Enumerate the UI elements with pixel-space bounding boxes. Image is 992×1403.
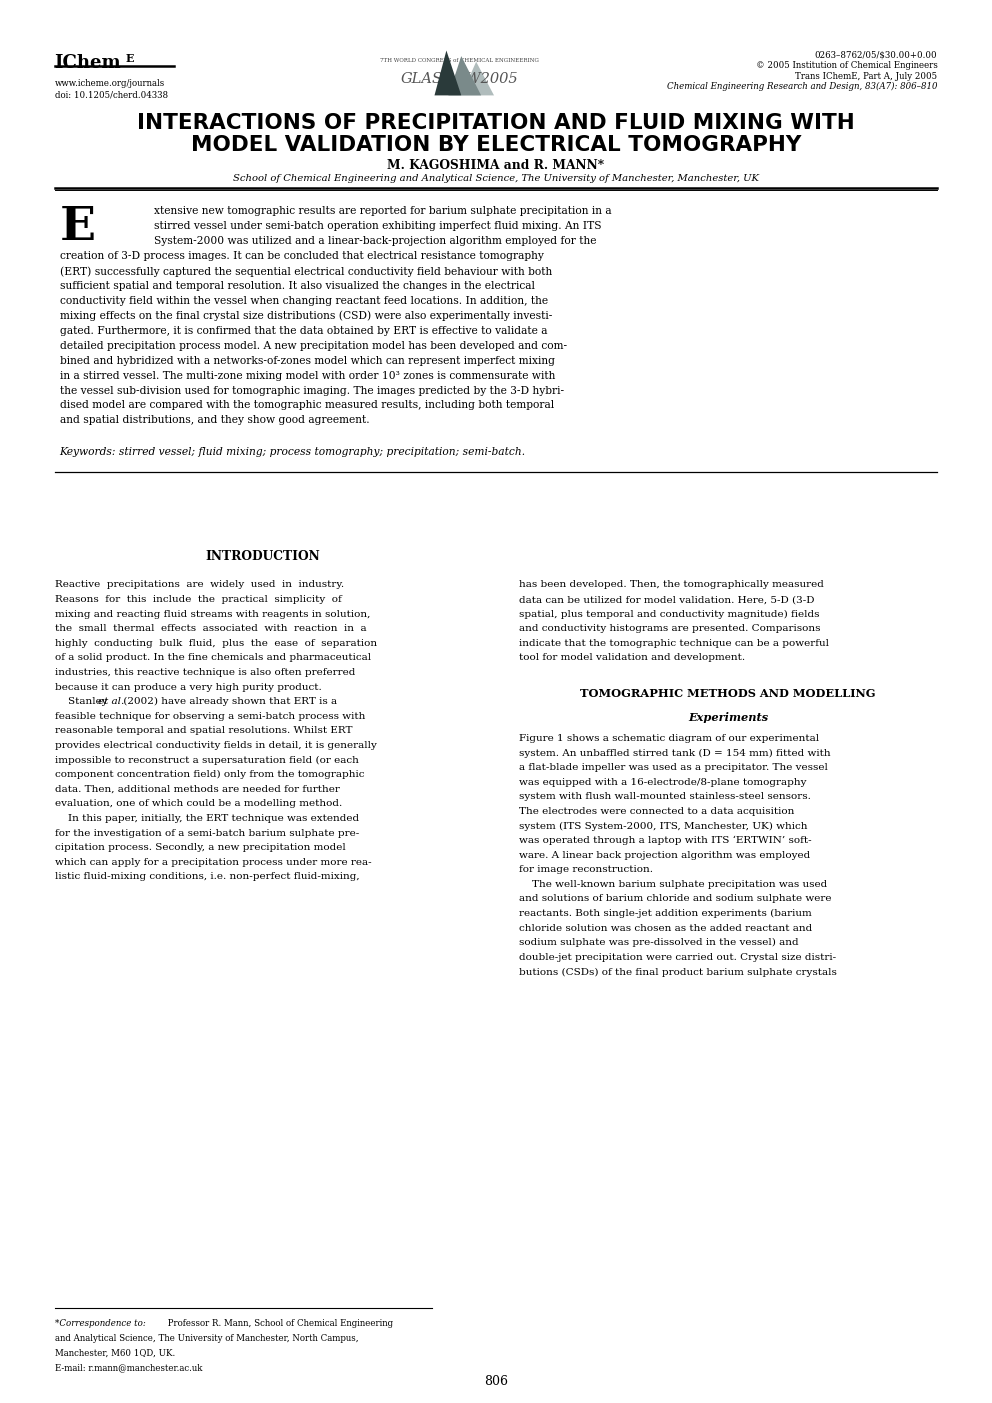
- Text: was operated through a laptop with ITS ‘ERTWIN’ soft-: was operated through a laptop with ITS ‘…: [519, 836, 811, 846]
- Text: spatial, plus temporal and conductivity magnitude) fields: spatial, plus temporal and conductivity …: [519, 610, 819, 619]
- Text: Keywords: stirred vessel; fluid mixing; process tomography; precipitation; semi-: Keywords: stirred vessel; fluid mixing; …: [60, 448, 526, 457]
- Text: (2002) have already shown that ERT is a: (2002) have already shown that ERT is a: [120, 697, 337, 706]
- Text: tool for model validation and development.: tool for model validation and developmen…: [519, 654, 745, 662]
- Text: the  small  thermal  effects  associated  with  reaction  in  a: the small thermal effects associated wit…: [55, 624, 366, 633]
- Text: Manchester, M60 1QD, UK.: Manchester, M60 1QD, UK.: [55, 1348, 175, 1357]
- Text: a flat-blade impeller was used as a precipitator. The vessel: a flat-blade impeller was used as a prec…: [519, 763, 827, 772]
- Text: evaluation, one of which could be a modelling method.: evaluation, one of which could be a mode…: [55, 800, 342, 808]
- Text: for the investigation of a semi-batch barium sulphate pre-: for the investigation of a semi-batch ba…: [55, 829, 359, 838]
- Text: GLASGOW2005: GLASGOW2005: [401, 72, 518, 86]
- Text: conductivity field within the vessel when changing reactant feed locations. In a: conductivity field within the vessel whe…: [60, 296, 548, 306]
- Text: has been developed. Then, the tomographically measured: has been developed. Then, the tomographi…: [519, 581, 823, 589]
- Text: *Correspondence to:: *Correspondence to:: [55, 1319, 145, 1327]
- Text: Professor R. Mann, School of Chemical Engineering: Professor R. Mann, School of Chemical En…: [165, 1319, 393, 1327]
- Text: stirred vessel under semi-batch operation exhibiting imperfect fluid mixing. An : stirred vessel under semi-batch operatio…: [154, 222, 601, 231]
- Polygon shape: [434, 51, 461, 95]
- Text: double-jet precipitation were carried out. Crystal size distri-: double-jet precipitation were carried ou…: [519, 953, 836, 962]
- Text: reactants. Both single-jet addition experiments (barium: reactants. Both single-jet addition expe…: [519, 909, 811, 918]
- Text: creation of 3-D process images. It can be concluded that electrical resistance t: creation of 3-D process images. It can b…: [60, 251, 544, 261]
- Text: 7TH WORLD CONGRESS of CHEMICAL ENGINEERING: 7TH WORLD CONGRESS of CHEMICAL ENGINEERI…: [380, 58, 539, 63]
- Text: in a stirred vessel. The multi-zone mixing model with order 10³ zones is commens: in a stirred vessel. The multi-zone mixi…: [60, 370, 555, 380]
- Text: data. Then, additional methods are needed for further: data. Then, additional methods are neede…: [55, 784, 339, 794]
- Text: data can be utilized for model validation. Here, 5-D (3-D: data can be utilized for model validatio…: [519, 595, 814, 605]
- Text: (ERT) successfully captured the sequential electrical conductivity field behavio: (ERT) successfully captured the sequenti…: [60, 267, 552, 276]
- Text: E-mail: r.mann@manchester.ac.uk: E-mail: r.mann@manchester.ac.uk: [55, 1364, 202, 1372]
- Text: because it can produce a very high purity product.: because it can produce a very high purit…: [55, 683, 321, 692]
- Text: system (ITS System-2000, ITS, Manchester, UK) which: system (ITS System-2000, ITS, Manchester…: [519, 822, 807, 831]
- Text: component concentration field) only from the tomographic: component concentration field) only from…: [55, 770, 364, 779]
- Text: for image reconstruction.: for image reconstruction.: [519, 866, 653, 874]
- Text: mixing effects on the final crystal size distributions (CSD) were also experimen: mixing effects on the final crystal size…: [60, 311, 552, 321]
- Text: of a solid product. In the fine chemicals and pharmaceutical: of a solid product. In the fine chemical…: [55, 654, 371, 662]
- Text: industries, this reactive technique is also often preferred: industries, this reactive technique is a…: [55, 668, 355, 678]
- Text: © 2005 Institution of Chemical Engineers: © 2005 Institution of Chemical Engineers: [756, 60, 937, 70]
- Text: Chemical Engineering Research and Design, 83(A7): 806–810: Chemical Engineering Research and Design…: [667, 81, 937, 91]
- Text: system with flush wall-mounted stainless-steel sensors.: system with flush wall-mounted stainless…: [519, 793, 810, 801]
- Polygon shape: [461, 62, 494, 95]
- Text: the vessel sub-division used for tomographic imaging. The images predicted by th: the vessel sub-division used for tomogra…: [60, 386, 563, 396]
- Text: highly  conducting  bulk  fluid,  plus  the  ease  of  separation: highly conducting bulk fluid, plus the e…: [55, 638, 377, 648]
- Text: et al.: et al.: [98, 697, 124, 706]
- Text: listic fluid-mixing conditions, i.e. non-perfect fluid-mixing,: listic fluid-mixing conditions, i.e. non…: [55, 873, 359, 881]
- Text: impossible to reconstruct a supersaturation field (or each: impossible to reconstruct a supersaturat…: [55, 756, 358, 765]
- Text: Stanley: Stanley: [55, 697, 110, 706]
- Text: doi: 10.1205/cherd.04338: doi: 10.1205/cherd.04338: [55, 90, 168, 100]
- Text: 806: 806: [484, 1375, 508, 1388]
- Text: sufficient spatial and temporal resolution. It also visualized the changes in th: sufficient spatial and temporal resoluti…: [60, 281, 535, 290]
- Text: reasonable temporal and spatial resolutions. Whilst ERT: reasonable temporal and spatial resoluti…: [55, 727, 352, 735]
- Text: System-2000 was utilized and a linear-back-projection algorithm employed for the: System-2000 was utilized and a linear-ba…: [154, 236, 596, 246]
- Text: INTRODUCTION: INTRODUCTION: [205, 550, 320, 563]
- Text: sodium sulphate was pre-dissolved in the vessel) and: sodium sulphate was pre-dissolved in the…: [519, 939, 799, 947]
- Text: cipitation process. Secondly, a new precipitation model: cipitation process. Secondly, a new prec…: [55, 843, 345, 852]
- Text: and Analytical Science, The University of Manchester, North Campus,: and Analytical Science, The University o…: [55, 1333, 358, 1343]
- Text: and solutions of barium chloride and sodium sulphate were: and solutions of barium chloride and sod…: [519, 895, 831, 904]
- Text: E: E: [126, 52, 135, 63]
- Text: chloride solution was chosen as the added reactant and: chloride solution was chosen as the adde…: [519, 923, 812, 933]
- Text: dised model are compared with the tomographic measured results, including both t: dised model are compared with the tomogr…: [60, 400, 554, 411]
- Text: provides electrical conductivity fields in detail, it is generally: provides electrical conductivity fields …: [55, 741, 376, 751]
- Text: The electrodes were connected to a data acquisition: The electrodes were connected to a data …: [519, 807, 795, 817]
- Text: indicate that the tomographic technique can be a powerful: indicate that the tomographic technique …: [519, 638, 829, 648]
- Text: xtensive new tomographic results are reported for barium sulphate precipitation : xtensive new tomographic results are rep…: [154, 206, 611, 216]
- Text: E: E: [60, 203, 95, 250]
- Text: Figure 1 shows a schematic diagram of our experimental: Figure 1 shows a schematic diagram of ou…: [519, 734, 819, 744]
- Text: M. KAGOSHIMA and R. MANN*: M. KAGOSHIMA and R. MANN*: [388, 160, 604, 173]
- Text: system. An unbaffled stirred tank (D = 154 mm) fitted with: system. An unbaffled stirred tank (D = 1…: [519, 749, 830, 758]
- Text: bined and hybridized with a networks-of-zones model which can represent imperfec: bined and hybridized with a networks-of-…: [60, 356, 555, 366]
- Text: MODEL VALIDATION BY ELECTRICAL TOMOGRAPHY: MODEL VALIDATION BY ELECTRICAL TOMOGRAPH…: [190, 135, 802, 154]
- Text: Experiments: Experiments: [688, 711, 768, 723]
- Text: IChem: IChem: [55, 53, 121, 72]
- Text: 0263–8762/05/$30.00+0.00: 0263–8762/05/$30.00+0.00: [814, 51, 937, 59]
- Text: The well-known barium sulphate precipitation was used: The well-known barium sulphate precipita…: [519, 880, 827, 890]
- Text: In this paper, initially, the ERT technique was extended: In this paper, initially, the ERT techni…: [55, 814, 359, 824]
- Text: Trans IChemE, Part A, July 2005: Trans IChemE, Part A, July 2005: [796, 72, 937, 80]
- Text: ware. A linear back projection algorithm was employed: ware. A linear back projection algorithm…: [519, 850, 810, 860]
- Text: www.icheme.org/journals: www.icheme.org/journals: [55, 79, 165, 88]
- Text: Reactive  precipitations  are  widely  used  in  industry.: Reactive precipitations are widely used …: [55, 581, 343, 589]
- Text: feasible technique for observing a semi-batch process with: feasible technique for observing a semi-…: [55, 711, 365, 721]
- Text: mixing and reacting fluid streams with reagents in solution,: mixing and reacting fluid streams with r…: [55, 610, 370, 619]
- Text: gated. Furthermore, it is confirmed that the data obtained by ERT is effective t: gated. Furthermore, it is confirmed that…: [60, 325, 547, 335]
- Text: Reasons  for  this  include  the  practical  simplicity  of: Reasons for this include the practical s…: [55, 595, 341, 605]
- Text: detailed precipitation process model. A new precipitation model has been develop: detailed precipitation process model. A …: [60, 341, 566, 351]
- Text: butions (CSDs) of the final product barium sulphate crystals: butions (CSDs) of the final product bari…: [519, 968, 836, 976]
- Text: INTERACTIONS OF PRECIPITATION AND FLUID MIXING WITH: INTERACTIONS OF PRECIPITATION AND FLUID …: [137, 114, 855, 133]
- Text: and spatial distributions, and they show good agreement.: and spatial distributions, and they show…: [60, 415, 369, 425]
- Text: was equipped with a 16-electrode/8-plane tomography: was equipped with a 16-electrode/8-plane…: [519, 777, 806, 787]
- Text: which can apply for a precipitation process under more rea-: which can apply for a precipitation proc…: [55, 857, 371, 867]
- Text: School of Chemical Engineering and Analytical Science, The University of Manches: School of Chemical Engineering and Analy…: [233, 174, 759, 182]
- Text: TOMOGRAPHIC METHODS AND MODELLING: TOMOGRAPHIC METHODS AND MODELLING: [580, 687, 876, 699]
- Text: and conductivity histograms are presented. Comparisons: and conductivity histograms are presente…: [519, 624, 820, 633]
- Polygon shape: [448, 56, 481, 95]
